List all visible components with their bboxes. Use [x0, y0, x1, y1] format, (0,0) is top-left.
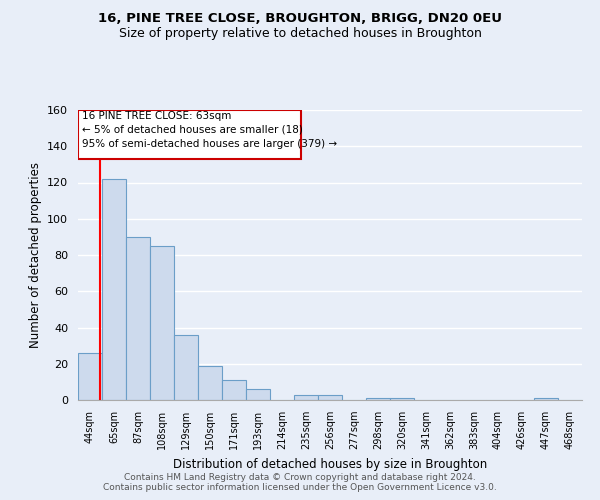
Bar	[222, 380, 246, 400]
FancyBboxPatch shape	[78, 110, 301, 159]
Bar	[78, 353, 102, 400]
Bar	[366, 398, 390, 400]
Text: 16 PINE TREE CLOSE: 63sqm
← 5% of detached houses are smaller (18)
95% of semi-d: 16 PINE TREE CLOSE: 63sqm ← 5% of detach…	[82, 111, 337, 149]
Bar	[246, 389, 270, 400]
Bar	[102, 179, 126, 400]
Bar	[294, 394, 318, 400]
Text: 16, PINE TREE CLOSE, BROUGHTON, BRIGG, DN20 0EU: 16, PINE TREE CLOSE, BROUGHTON, BRIGG, D…	[98, 12, 502, 26]
Y-axis label: Number of detached properties: Number of detached properties	[29, 162, 41, 348]
Bar	[174, 335, 198, 400]
Bar	[150, 246, 174, 400]
Bar	[318, 394, 342, 400]
Bar	[198, 366, 222, 400]
Text: Contains HM Land Registry data © Crown copyright and database right 2024.
Contai: Contains HM Land Registry data © Crown c…	[103, 473, 497, 492]
Bar	[126, 237, 150, 400]
X-axis label: Distribution of detached houses by size in Broughton: Distribution of detached houses by size …	[173, 458, 487, 470]
Text: Size of property relative to detached houses in Broughton: Size of property relative to detached ho…	[119, 28, 481, 40]
Bar	[390, 398, 414, 400]
Bar	[534, 398, 558, 400]
